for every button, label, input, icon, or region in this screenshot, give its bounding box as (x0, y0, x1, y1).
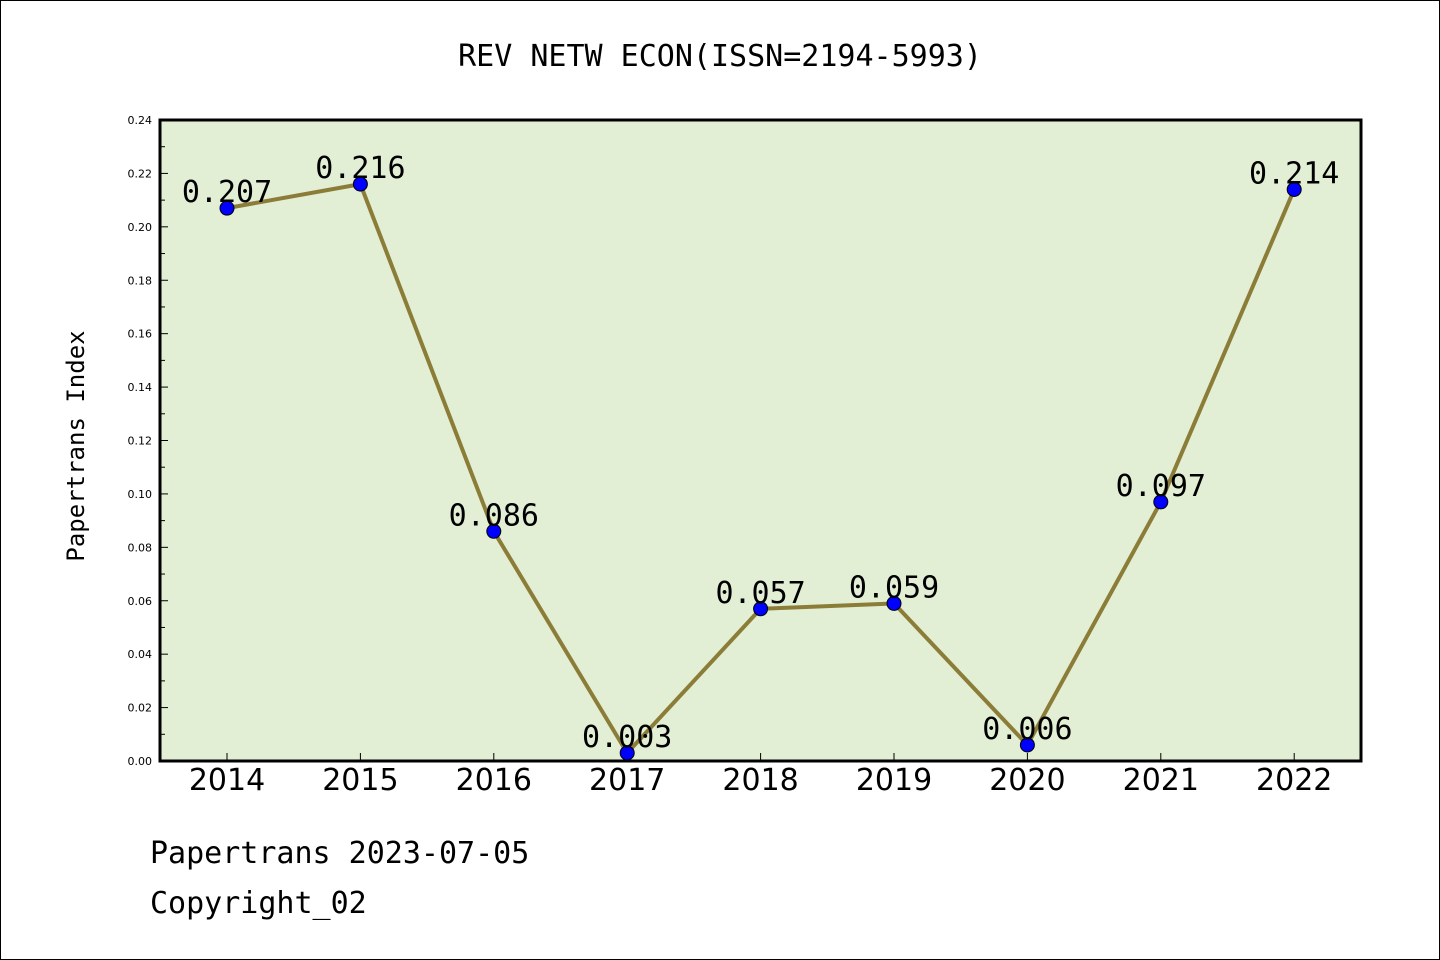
data-point (219, 200, 235, 216)
data-points (219, 176, 1302, 761)
y-tick-label: 0.16 (128, 328, 153, 341)
data-point (352, 176, 368, 192)
data-point (1153, 494, 1169, 510)
data-labels: 0.207 0.216 0.086 0.003 0.057 0.059 0.006 0.097… (182, 151, 1340, 755)
x-tick-label: 2016 (456, 763, 532, 798)
y-tick-label: 0.02 (128, 702, 153, 715)
plot-area (160, 120, 1361, 761)
y-tick-label: 0.00 (128, 755, 153, 768)
data-label: 0.006 (982, 712, 1072, 747)
y-tick-label: 0.10 (128, 488, 153, 501)
footer-copyright: Copyright_02 (150, 886, 367, 921)
data-label: 0.057 (715, 576, 805, 611)
chart-title: REV NETW ECON(ISSN=2194-5993) (458, 39, 982, 74)
data-point (486, 523, 502, 539)
footer-date-line: Papertrans 2023-07-05 (150, 836, 530, 871)
x-tick-label: 2019 (856, 763, 932, 798)
data-label: 0.216 (315, 151, 405, 186)
x-axis: 2014 2015 2016 2017 2018 2019 2020 2021 2022 (189, 753, 1332, 798)
y-tick-label: 0.04 (128, 648, 153, 661)
x-tick-label: 2021 (1123, 763, 1199, 798)
x-tick-label: 2014 (189, 763, 265, 798)
x-tick-label: 2022 (1256, 763, 1332, 798)
y-tick-label: 0.08 (128, 541, 153, 554)
data-point (753, 601, 769, 617)
data-point (1286, 181, 1302, 197)
x-tick-label: 2020 (989, 763, 1065, 798)
y-tick-label: 0.18 (128, 274, 153, 287)
plot-border (158, 118, 1363, 763)
data-label: 0.207 (182, 175, 272, 210)
data-label: 0.003 (582, 720, 672, 755)
x-tick-label: 2015 (322, 763, 398, 798)
data-label: 0.214 (1249, 156, 1339, 191)
data-point (886, 595, 902, 611)
y-tick-label: 0.06 (128, 595, 153, 608)
x-tick-label: 2018 (722, 763, 798, 798)
y-tick-label: 0.20 (128, 221, 153, 234)
data-label: 0.097 (1116, 469, 1206, 504)
y-axis-label: Papertrans Index (62, 330, 90, 561)
y-tick-label: 0.24 (128, 114, 153, 127)
y-tick-label: 0.12 (128, 435, 153, 448)
x-tick-label: 2017 (589, 763, 665, 798)
y-tick-label: 0.14 (128, 381, 153, 394)
y-tick-label: 0.22 (128, 167, 153, 180)
data-point (1019, 737, 1035, 753)
data-label: 0.059 (849, 570, 939, 605)
data-label: 0.086 (449, 498, 539, 533)
